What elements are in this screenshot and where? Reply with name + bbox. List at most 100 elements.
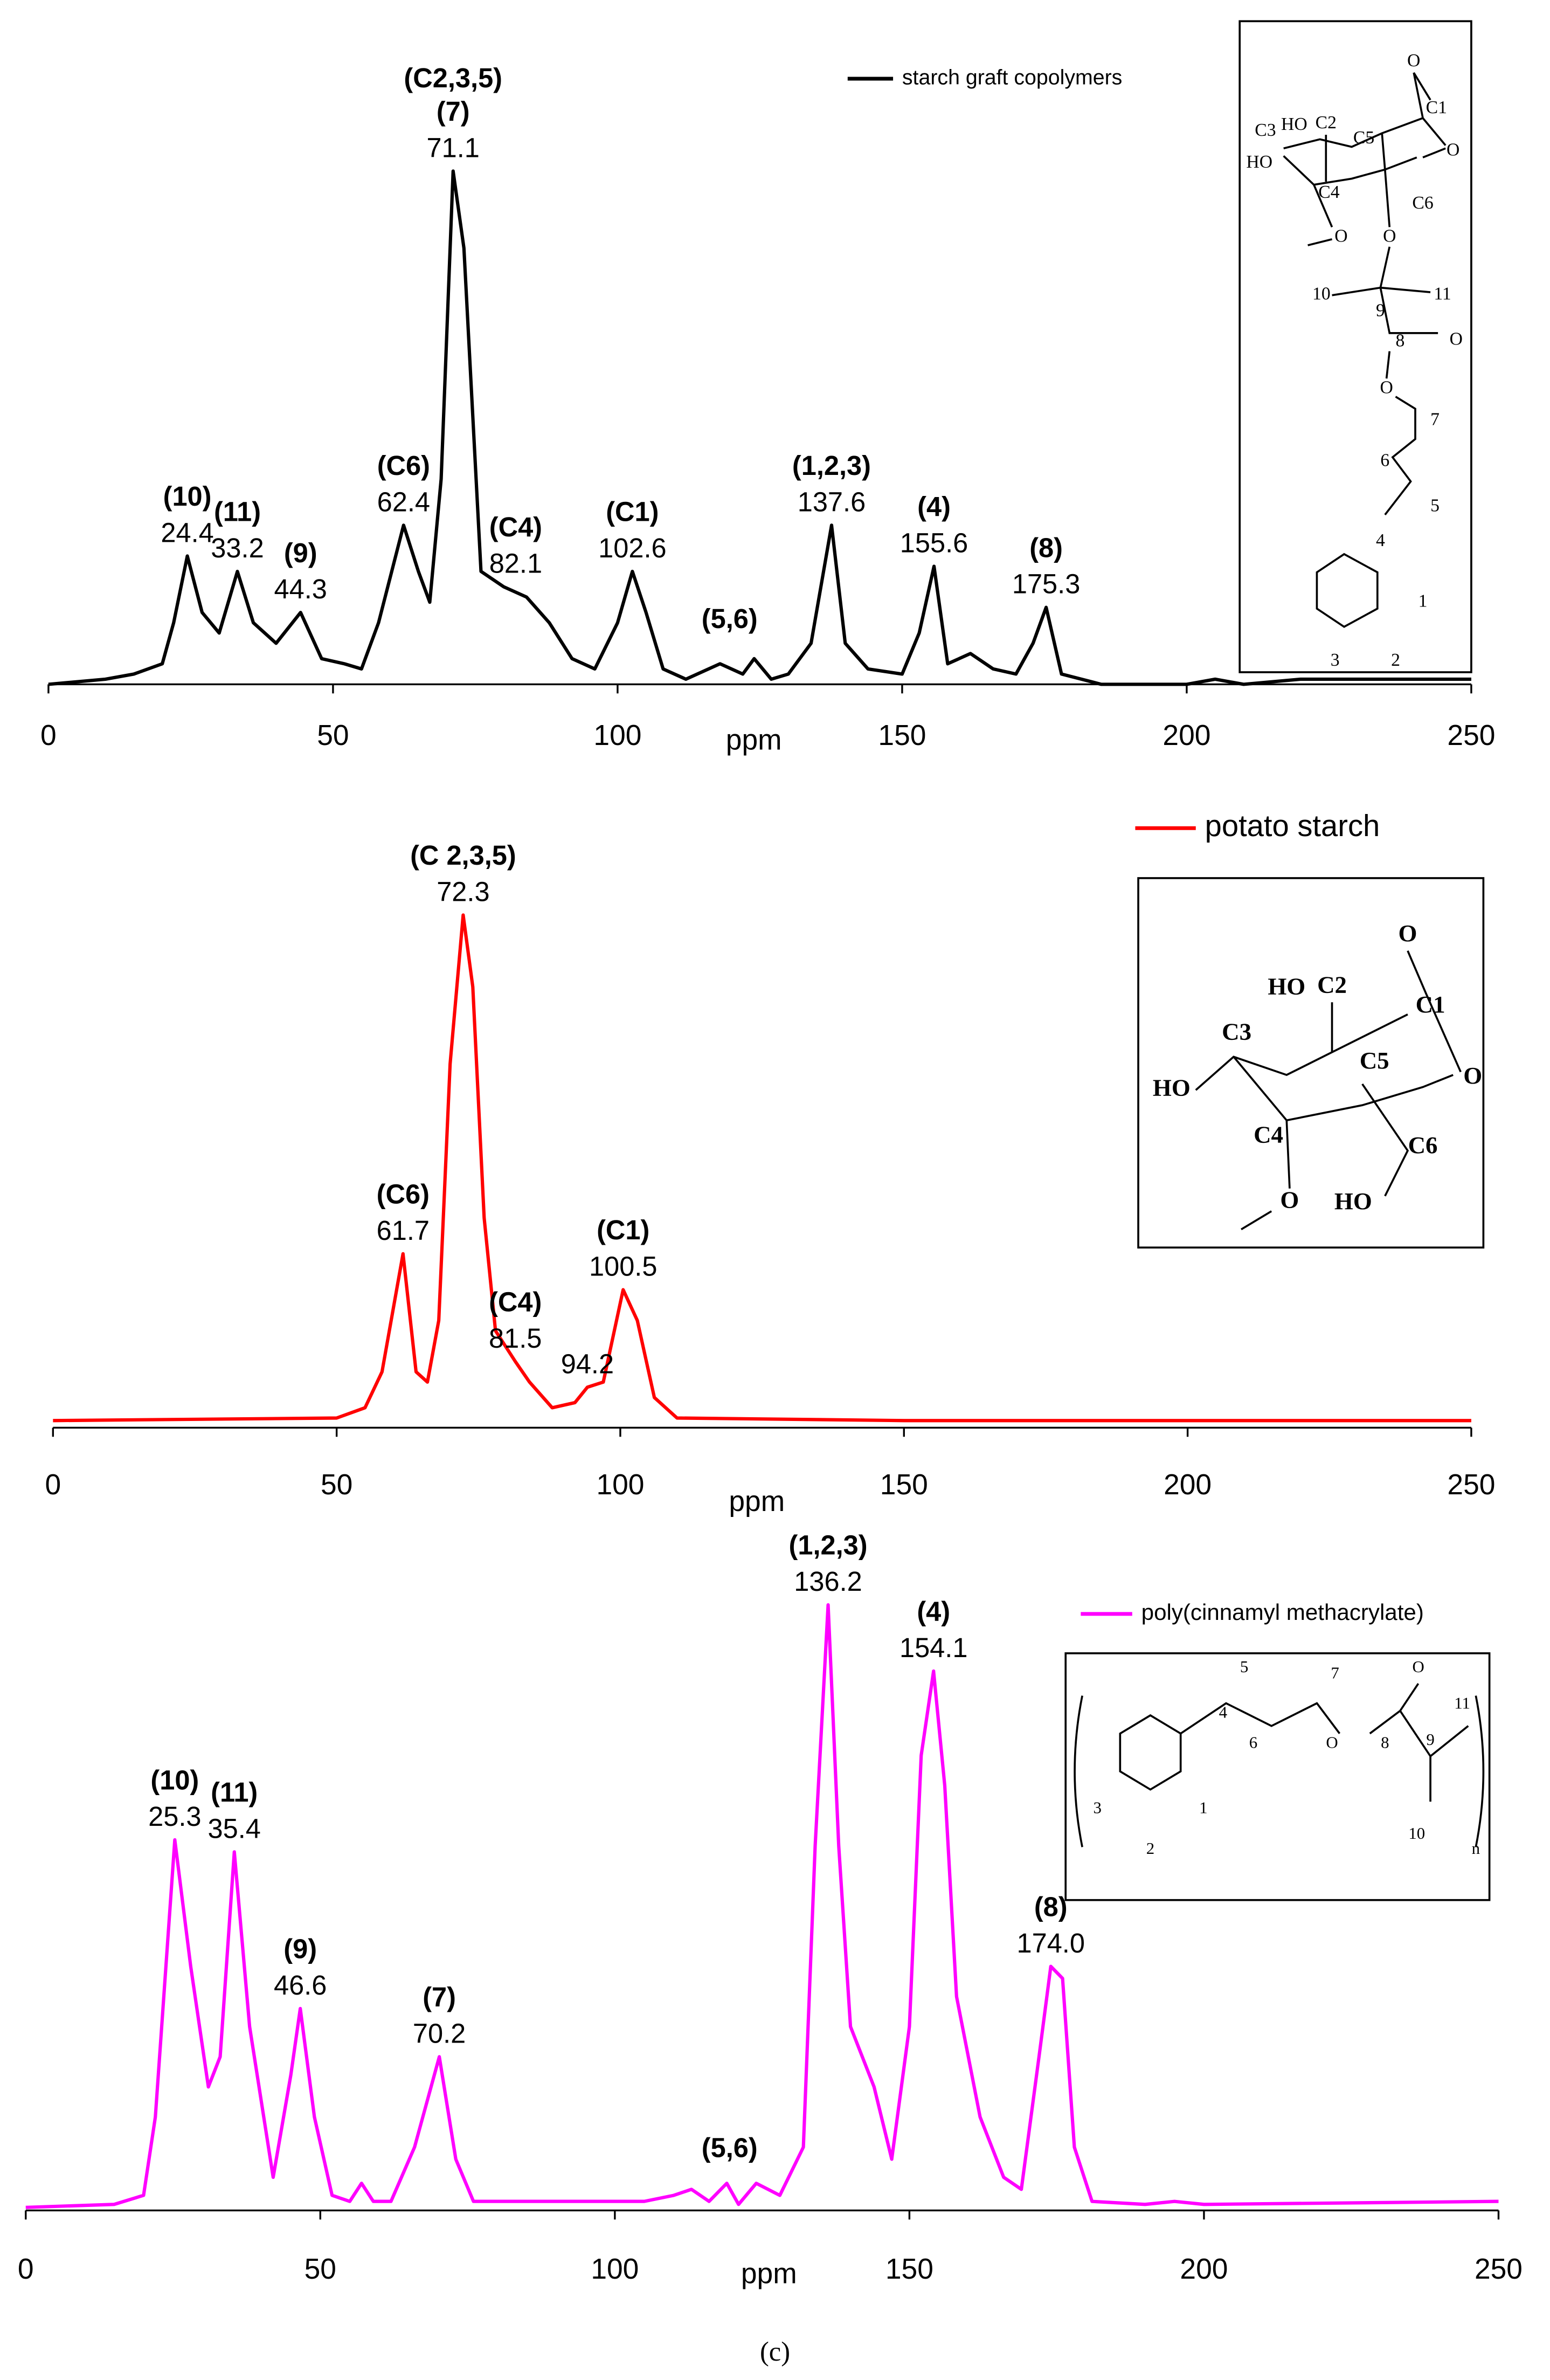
- structure-label: 1: [1418, 591, 1428, 611]
- peak-group-label: (7): [437, 96, 470, 127]
- structure-lines: [1283, 72, 1447, 628]
- x-tick-label: 250: [1447, 720, 1495, 751]
- structure-label: C5: [1360, 1047, 1389, 1074]
- structure-label: HO: [1281, 114, 1307, 134]
- structure-label: 3: [1331, 650, 1340, 670]
- peak-value-label: 71.1: [427, 132, 480, 163]
- x-axis-label: ppm: [729, 1486, 785, 1517]
- peak-group-label: (5,6): [702, 603, 758, 634]
- structure-label: HO: [1268, 972, 1305, 999]
- peak-group-label: (C2,3,5): [404, 63, 502, 93]
- peak-group-label: (1,2,3): [789, 1530, 868, 1561]
- peak-value-label: 70.2: [413, 2018, 466, 2048]
- structure-label: C5: [1353, 128, 1374, 148]
- spectrum-line: [48, 169, 1471, 686]
- peak-group-label: (C1): [597, 1215, 649, 1245]
- structure-label: 1: [1199, 1798, 1207, 1817]
- structure-label: C3: [1222, 1018, 1251, 1045]
- peak-value-label: 81.5: [489, 1323, 542, 1354]
- peak-group-label: (C4): [489, 1286, 542, 1317]
- x-tick-label: 200: [1164, 1469, 1212, 1501]
- peak-value-label: 102.6: [598, 533, 667, 563]
- structure-label: O: [1447, 140, 1459, 160]
- structure-label: 4: [1376, 530, 1385, 550]
- peak-value-label: 46.6: [274, 1970, 327, 2000]
- structure-label: O: [1412, 1657, 1424, 1676]
- peak-value-label: 174.0: [1016, 1928, 1085, 1958]
- peak-group-label: (11): [214, 496, 261, 527]
- x-tick-label: 150: [885, 2253, 933, 2285]
- structure-box: [1137, 877, 1485, 1249]
- structure-label: C4: [1318, 182, 1339, 202]
- peak-group-label: (7): [423, 1982, 456, 2012]
- structure-label: O: [1334, 226, 1347, 246]
- x-tick-label: 0: [45, 1469, 61, 1501]
- structure-label: HO: [1334, 1188, 1372, 1215]
- structure-label: 8: [1395, 330, 1404, 350]
- peak-value-label: 100.5: [589, 1251, 658, 1282]
- structure-label: 8: [1381, 1733, 1389, 1752]
- structure-label: O: [1383, 226, 1396, 246]
- structure-label: C1: [1416, 991, 1445, 1018]
- peak-value-label: 35.4: [208, 1813, 261, 1844]
- peak-value-label: 25.3: [148, 1801, 201, 1832]
- x-tick-label: 150: [878, 720, 926, 751]
- x-tick-label: 100: [596, 1469, 644, 1501]
- peak-value-label: 24.4: [161, 517, 213, 548]
- x-tick-label: 200: [1162, 720, 1210, 751]
- structure-label: 2: [1146, 1839, 1154, 1858]
- peak-group-label: (C 2,3,5): [410, 840, 516, 871]
- x-tick-label: 0: [18, 2253, 34, 2285]
- structure-label: O: [1398, 920, 1417, 947]
- peak-group-label: (8): [1034, 1891, 1068, 1922]
- peak-value-label: 33.2: [211, 533, 264, 563]
- peak-group-label: (1,2,3): [792, 450, 871, 481]
- peak-group-label: (8): [1029, 532, 1063, 563]
- structure-label: n: [1472, 1839, 1480, 1858]
- peak-group-label: (10): [163, 481, 212, 512]
- x-tick-label: 250: [1475, 2253, 1523, 2285]
- structure-label: C6: [1412, 193, 1433, 213]
- peak-value-label: 94.2: [561, 1348, 614, 1379]
- peak-group-label: (9): [284, 537, 317, 568]
- x-tick-label: 100: [593, 720, 641, 751]
- x-tick-label: 200: [1180, 2253, 1228, 2285]
- structure-label: C6: [1408, 1132, 1438, 1158]
- peak-group-label: (11): [211, 1777, 258, 1808]
- peak-value-label: 62.4: [377, 486, 430, 517]
- legend-label: poly(cinnamyl methacrylate): [1141, 1599, 1424, 1625]
- structure-label: 11: [1454, 1693, 1470, 1712]
- caption: (c): [760, 2336, 790, 2367]
- peak-value-label: 175.3: [1012, 569, 1081, 599]
- structure-label: C4: [1254, 1121, 1283, 1148]
- structure-label: 4: [1219, 1702, 1227, 1721]
- x-tick-label: 100: [591, 2253, 639, 2285]
- peak-group-label: (9): [283, 1934, 317, 1964]
- peak-value-label: 61.7: [377, 1215, 430, 1246]
- structure-label: 6: [1380, 450, 1389, 470]
- structure-label: 9: [1426, 1730, 1434, 1749]
- structure-label: O: [1380, 378, 1393, 398]
- peak-value-label: 154.1: [899, 1632, 968, 1663]
- x-axis-label: ppm: [741, 2258, 797, 2289]
- peak-group-label: (4): [917, 491, 951, 522]
- structure-label: O: [1326, 1733, 1338, 1752]
- legend-label: starch graft copolymers: [902, 65, 1122, 89]
- peak-value-label: 44.3: [274, 574, 327, 604]
- x-axis-label: ppm: [726, 724, 782, 756]
- spectrum-line: [53, 913, 1471, 1423]
- peak-group-label: (C6): [377, 1178, 430, 1209]
- structure-label: 7: [1331, 1663, 1339, 1682]
- legend-label: potato starch: [1205, 809, 1380, 843]
- peak-group-label: (10): [150, 1765, 199, 1796]
- x-tick-label: 50: [321, 1469, 352, 1501]
- x-tick-label: 50: [317, 720, 349, 751]
- structure-label: 5: [1430, 496, 1440, 516]
- structure-label: 2: [1391, 650, 1400, 670]
- structure-label: C2: [1316, 113, 1337, 133]
- peak-value-label: 136.2: [794, 1566, 862, 1597]
- x-tick-label: 0: [40, 720, 57, 751]
- structure-label: C1: [1426, 98, 1447, 118]
- peak-group-label: (C6): [377, 450, 430, 481]
- x-tick-label: 50: [305, 2253, 336, 2285]
